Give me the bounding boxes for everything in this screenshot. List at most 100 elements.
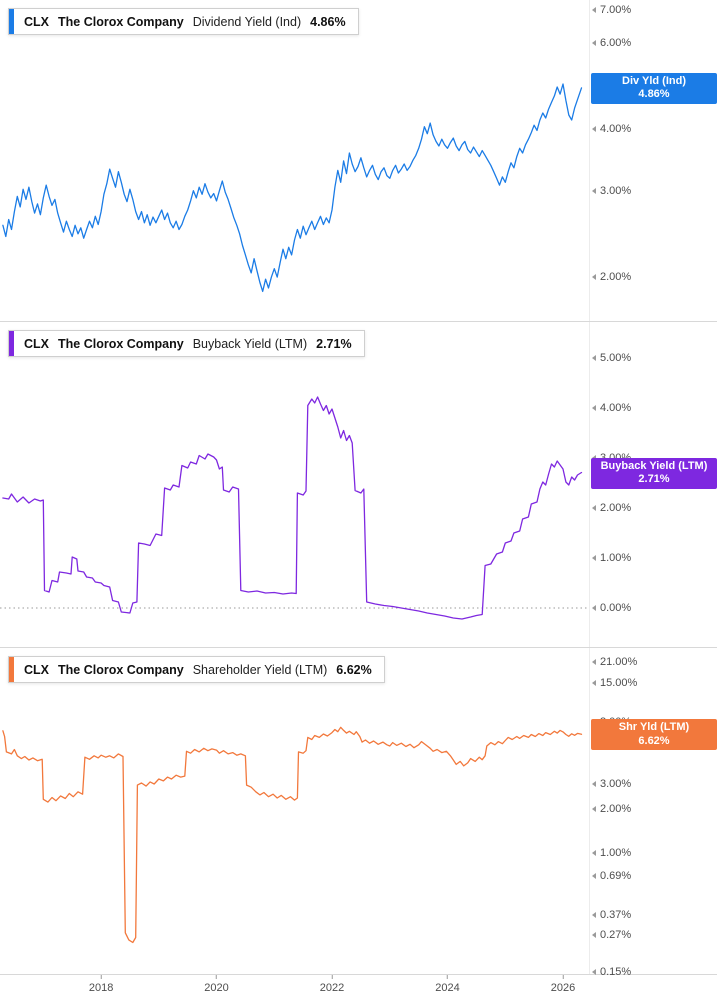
panel-shareholder-yield: 21.00%15.00%8.00%3.00%2.00%1.00%0.69%0.3… [0,648,717,978]
y-axis-tick-label: 0.00% [600,602,632,614]
tick-arrow-icon [592,912,596,919]
legend-color-bar [9,657,14,682]
metric-value: 6.62% [336,662,372,677]
shareholder-yield-chart[interactable] [0,648,589,975]
x-axis-tick: 2024 [435,975,460,994]
y-axis-tick-label: 2.00% [600,271,632,284]
y-axis-tick: 2.00% [592,501,631,515]
series-line [2,396,583,620]
company-name: The Clorox Company [58,14,184,29]
shareholder-yield-y-axis: 21.00%15.00%8.00%3.00%2.00%1.00%0.69%0.3… [589,648,717,978]
ticker-symbol: CLX [24,14,49,29]
badge-series-label: Buyback Yield (LTM) [600,459,708,472]
y-axis-tick: 2.00% [592,270,631,284]
tick-arrow-icon [592,555,596,561]
last-value-badge-shareholder-yield: Shr Yld (LTM) 6.62% [591,719,717,751]
tick-arrow-icon [592,40,596,46]
panel-buyback-yield: 5.00%4.00%3.00%2.00%1.00%0.00% CLX The C… [0,322,717,648]
legend-buyback-yield[interactable]: CLX The Clorox Company Buyback Yield (LT… [8,330,365,357]
y-axis-tick: 6.00% [592,36,631,50]
tick-arrow-icon [592,806,596,813]
tick-arrow-icon [592,849,596,856]
tick-arrow-icon [592,7,596,14]
dividend-yield-y-axis: 7.00%6.00%5.00%4.00%3.00%2.00% [589,0,717,321]
tick-arrow-icon [592,932,596,939]
legend-color-bar [9,331,14,356]
tick-mark [446,975,448,979]
tick-arrow-icon [592,781,596,787]
last-value-badge-buyback-yield: Buyback Yield (LTM) 2.71% [591,457,717,489]
x-axis-tick: 2020 [204,975,229,994]
y-axis-tick-label: 15.00% [600,677,638,689]
x-axis-tick: 2022 [320,975,344,994]
y-axis-tick-label: 0.69% [600,870,632,883]
company-name: The Clorox Company [58,662,184,677]
y-axis-tick-label: 0.27% [600,929,632,942]
badge-series-label: Div Yld (Ind) [622,74,686,87]
ticker-symbol: CLX [24,662,49,677]
legend-dividend-yield[interactable]: CLX The Clorox Company Dividend Yield (I… [8,8,359,35]
badge-series-value: 6.62% [638,734,670,747]
badge-series-label: Shr Yld (LTM) [618,721,690,734]
y-axis-tick-label: 3.00% [600,778,632,790]
y-axis-tick: 1.00% [592,551,631,565]
y-axis-tick: 0.27% [592,928,631,942]
tick-arrow-icon [592,873,596,880]
y-axis-tick-label: 1.00% [600,552,632,564]
badge-series-value: 2.71% [638,473,670,485]
tick-mark [100,975,102,979]
company-name: The Clorox Company [58,336,184,351]
y-axis-tick-label: 2.00% [600,803,632,816]
y-axis-tick-label: 0.37% [600,909,632,922]
tick-arrow-icon [592,680,596,686]
x-axis-tick-label: 2022 [319,982,345,994]
tick-arrow-icon [592,355,596,361]
tick-arrow-icon [592,187,596,194]
metric-name: Shareholder Yield (LTM) [192,662,328,677]
tick-arrow-icon [592,126,596,133]
tick-arrow-icon [592,658,596,665]
y-axis-tick: 3.00% [592,184,631,198]
metric-value: 2.71% [316,336,352,351]
y-axis-tick: 3.00% [592,777,631,791]
y-axis-tick-label: 6.00% [600,37,632,49]
metric-value: 4.86% [310,14,346,29]
buyback-yield-chart[interactable] [0,322,589,648]
x-axis-tick: 2018 [89,975,113,994]
legend-color-bar [9,9,14,34]
panel-dividend-yield: 7.00%6.00%5.00%4.00%3.00%2.00% CLX The C… [0,0,717,322]
y-axis-tick-label: 21.00% [600,655,638,668]
series-line [2,726,583,944]
x-axis-tick-label: 2020 [204,982,229,994]
tick-mark [331,975,333,979]
y-axis-tick: 4.00% [592,122,631,136]
tick-arrow-icon [592,605,596,611]
x-axis-tick-label: 2026 [550,982,576,994]
badge-series-value: 4.86% [638,88,670,101]
tick-mark [215,975,217,979]
y-axis-tick: 0.37% [592,908,631,922]
y-axis-tick: 0.00% [592,601,631,615]
metric-name: Dividend Yield (Ind) [192,14,302,29]
y-axis-tick-label: 4.00% [600,402,632,414]
y-axis-tick: 5.00% [592,351,631,365]
tick-arrow-icon [592,969,596,975]
y-axis-tick: 21.00% [592,655,637,669]
y-axis-tick: 0.69% [592,869,631,883]
dividend-yield-chart[interactable] [0,0,589,322]
series-line [2,83,583,293]
tick-arrow-icon [592,274,596,281]
y-axis-tick-label: 4.00% [600,123,632,136]
x-axis-tick-label: 2024 [435,982,460,994]
y-axis-tick-label: 1.00% [600,846,632,859]
y-axis-tick-label: 5.00% [600,352,632,364]
tick-arrow-icon [592,505,596,511]
x-axis: 2018 2020 2022 2024 2026 [0,975,717,1005]
metric-name: Buyback Yield (LTM) [192,336,308,351]
legend-shareholder-yield[interactable]: CLX The Clorox Company Shareholder Yield… [8,656,385,683]
last-value-badge-dividend-yield: Div Yld (Ind) 4.86% [591,72,717,104]
y-axis-tick-label: 2.00% [600,502,632,514]
tick-mark [562,975,564,979]
x-axis-tick: 2026 [551,975,575,994]
y-axis-tick-label: 3.00% [600,184,632,197]
